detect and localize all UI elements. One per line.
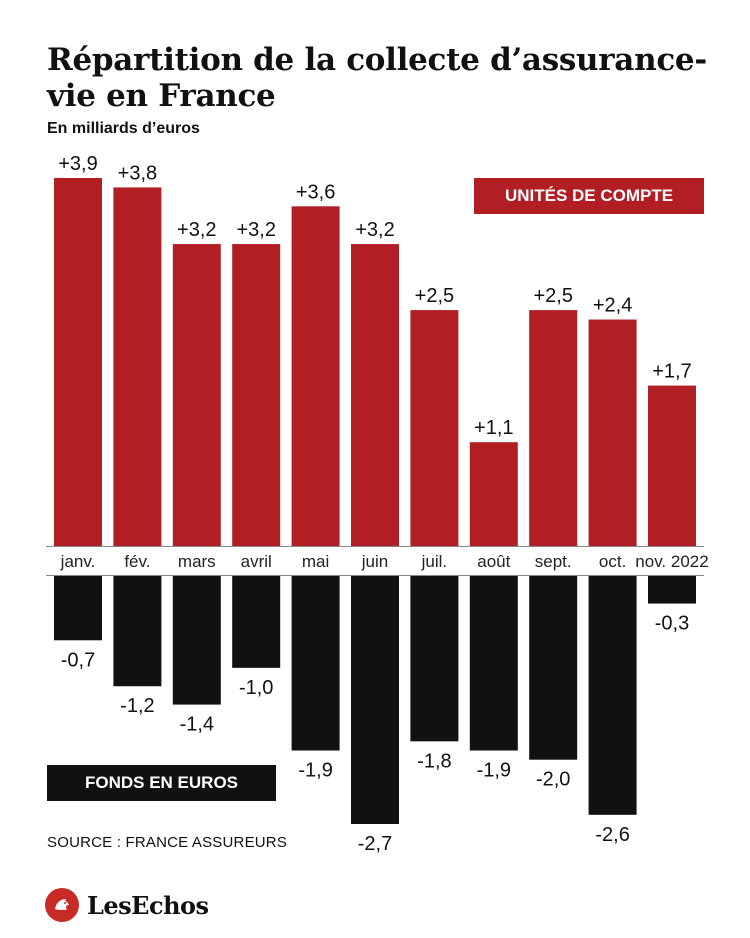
- bar-uc: [172, 244, 221, 547]
- data-label-euros: -1,9: [298, 760, 332, 782]
- bar-uc: [54, 178, 102, 546]
- data-label-uc: +2,5: [533, 285, 572, 307]
- data-label-uc: +3,9: [58, 153, 97, 175]
- bar-uc: [588, 319, 637, 546]
- les-echos-wordmark: LesEchos: [87, 890, 209, 920]
- category-label: oct.: [599, 552, 626, 571]
- data-label-euros: -0,3: [655, 613, 689, 635]
- category-label: juin: [361, 552, 388, 571]
- bar-uc: [410, 310, 459, 546]
- bar-uc: [113, 187, 162, 546]
- category-label: sept.: [535, 552, 572, 571]
- bar-euros: [469, 576, 518, 751]
- bar-euros: [410, 576, 459, 742]
- category-label: fév.: [124, 552, 150, 571]
- bar-uc: [232, 244, 281, 547]
- category-label: avril: [241, 552, 272, 571]
- bar-euros: [172, 576, 221, 705]
- data-label-uc: +2,4: [593, 295, 632, 317]
- bar-euros: [54, 576, 102, 641]
- source-note: SOURCE : FRANCE ASSUREURS: [47, 834, 288, 851]
- data-label-uc: +3,2: [177, 219, 216, 241]
- data-label-euros: -1,4: [180, 714, 214, 736]
- category-label: mars: [178, 552, 216, 571]
- bar-euros: [529, 576, 578, 760]
- data-label-euros: -1,9: [477, 760, 511, 782]
- data-label-uc: +1,7: [652, 361, 691, 383]
- data-label-uc: +1,1: [474, 417, 513, 439]
- data-label-uc: +3,2: [355, 219, 394, 241]
- bar-euros: [588, 576, 637, 815]
- data-label-uc: +3,6: [296, 181, 335, 203]
- data-label-euros: -2,6: [595, 824, 629, 846]
- les-echos-logo: LesEchos: [45, 888, 209, 922]
- data-label-uc: +3,2: [236, 219, 275, 241]
- data-label-uc: +2,5: [415, 285, 454, 307]
- bar-uc: [291, 206, 340, 547]
- bar-uc: [648, 385, 696, 546]
- bar-euros: [113, 576, 162, 687]
- data-label-euros: -1,0: [239, 677, 273, 699]
- category-label: août: [477, 552, 510, 571]
- data-label-uc: +3,8: [118, 162, 157, 184]
- category-label: janv.: [60, 552, 96, 571]
- category-label: nov. 2022: [635, 552, 708, 571]
- data-label-euros: -2,0: [536, 769, 570, 791]
- chart-title: Répartition de la collecte d’assurance-v…: [47, 42, 707, 114]
- chart-subtitle: En milliards d’euros: [47, 120, 200, 137]
- data-label-euros: -1,2: [120, 695, 154, 717]
- legend-fonds-en-euros: FONDS EN EUROS: [47, 765, 276, 801]
- bar-euros: [232, 576, 281, 668]
- data-label-euros: -0,7: [61, 649, 95, 671]
- data-label-euros: -2,7: [358, 833, 392, 855]
- lion-icon: [45, 888, 79, 922]
- bar-uc: [469, 442, 518, 546]
- bar-uc: [351, 244, 399, 547]
- data-label-euros: -1,8: [417, 750, 451, 772]
- bar-euros: [291, 576, 340, 751]
- bar-euros: [351, 576, 399, 824]
- bar-uc: [529, 310, 578, 546]
- category-label: mai: [302, 552, 329, 571]
- bar-euros: [648, 576, 696, 604]
- category-label: juil.: [421, 552, 448, 571]
- legend-unites-de-compte: UNITÉS DE COMPTE: [474, 178, 704, 214]
